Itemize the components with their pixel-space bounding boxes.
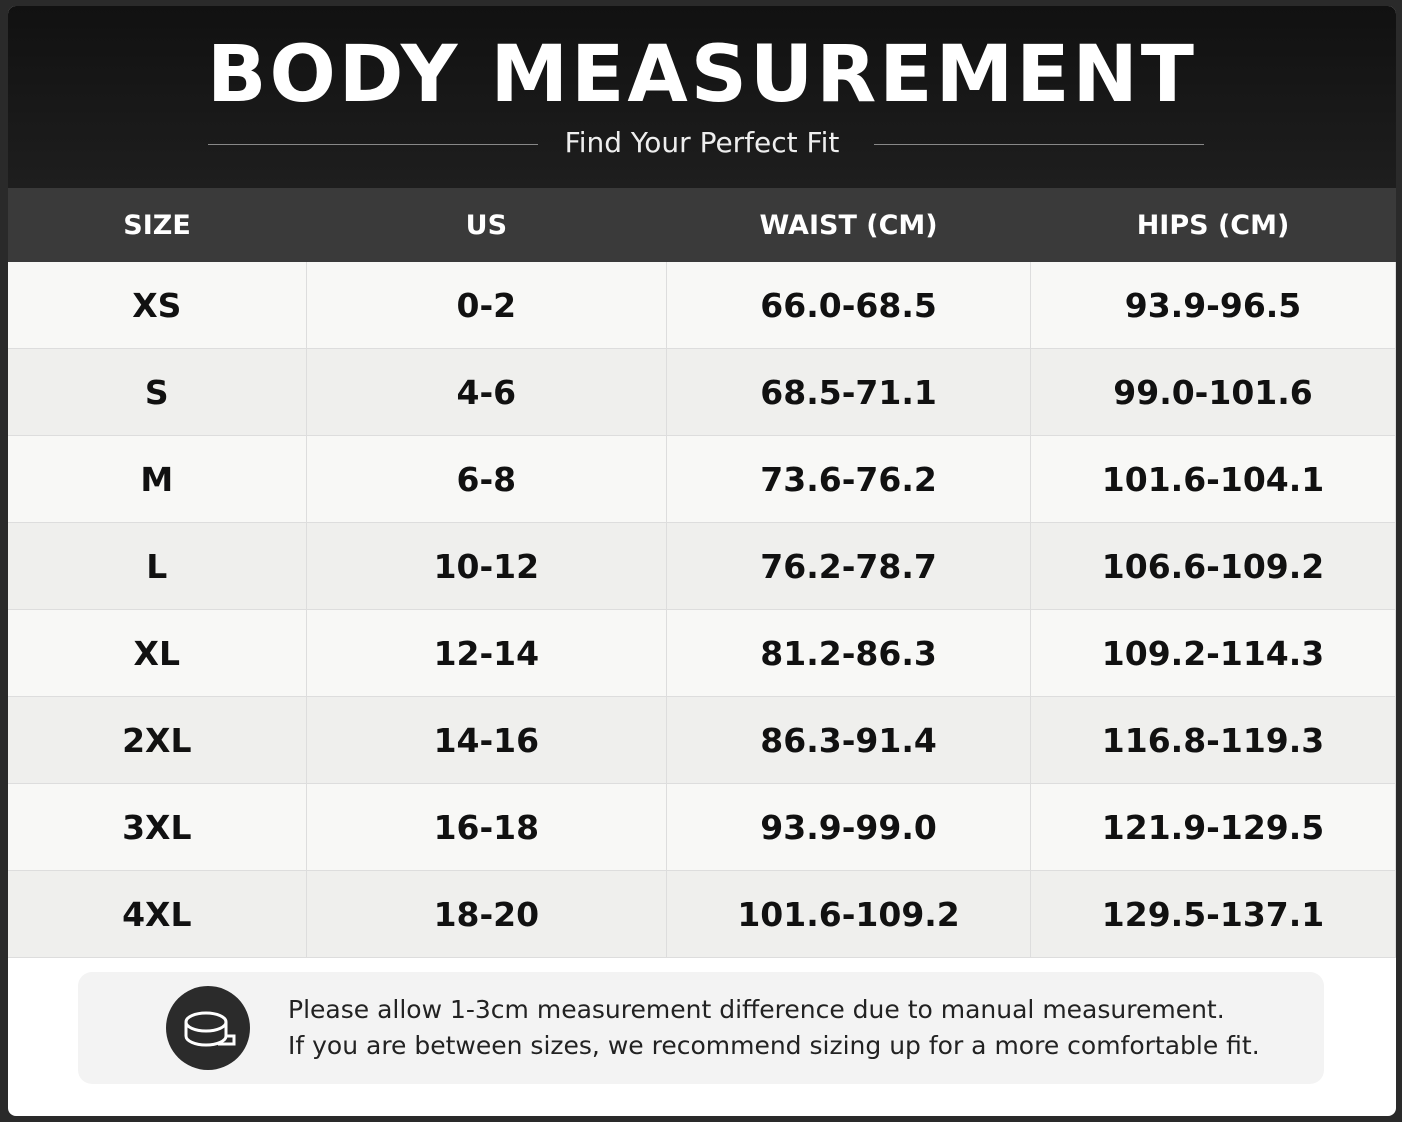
cell: 4XL (8, 870, 307, 958)
cell: 129.5-137.1 (1030, 870, 1396, 958)
cell: 121.9-129.5 (1030, 783, 1396, 871)
rule (208, 144, 538, 145)
cell: 14-16 (306, 696, 668, 784)
cell: 16-18 (306, 783, 668, 871)
row: 3XL 16-18 93.9-99.0 121.9-129.5 (8, 783, 1396, 871)
row: 4XL 18-20 101.6-109.2 129.5-137.1 (8, 870, 1396, 958)
column-header: WAIST (CM) (666, 188, 1031, 262)
cell: 4-6 (306, 348, 668, 436)
cell: XL (8, 609, 307, 697)
cell: L (8, 522, 307, 610)
row: XL 12-14 81.2-86.3 109.2-114.3 (8, 609, 1396, 697)
row: S 4-6 68.5-71.1 99.0-101.6 (8, 348, 1396, 436)
cell: 18-20 (306, 870, 668, 958)
note: Please allow 1-3cm measurement differenc… (78, 972, 1324, 1084)
subtitle: Find Your Perfect Fit (564, 126, 840, 159)
cell: 66.0-68.5 (666, 262, 1032, 349)
cell: 68.5-71.1 (666, 348, 1032, 436)
cell: 2XL (8, 696, 307, 784)
cell: 10-12 (306, 522, 668, 610)
cell: 99.0-101.6 (1030, 348, 1396, 436)
cell: 3XL (8, 783, 307, 871)
rule (874, 144, 1204, 145)
note-line: If you are between sizes, we recommend s… (288, 1031, 1260, 1060)
column-header: US (306, 188, 667, 262)
tape-icon (166, 986, 250, 1070)
cell: 106.6-109.2 (1030, 522, 1396, 610)
cell: 73.6-76.2 (666, 435, 1032, 523)
cell: 93.9-99.0 (666, 783, 1032, 871)
row: M 6-8 73.6-76.2 101.6-104.1 (8, 435, 1396, 523)
cell: 101.6-109.2 (666, 870, 1032, 958)
cell: 109.2-114.3 (1030, 609, 1396, 697)
row: L 10-12 76.2-78.7 106.6-109.2 (8, 522, 1396, 610)
card: BODY MEASUREMENT Find Your Perfect Fit S… (8, 6, 1396, 1116)
column-header: SIZE (8, 188, 307, 262)
cell: 6-8 (306, 435, 668, 523)
cell: 12-14 (306, 609, 668, 697)
cell: 93.9-96.5 (1030, 262, 1396, 349)
cell: 101.6-104.1 (1030, 435, 1396, 523)
row: 2XL 14-16 86.3-91.4 116.8-119.3 (8, 696, 1396, 784)
cell: S (8, 348, 307, 436)
cell: XS (8, 262, 307, 349)
cell: M (8, 435, 307, 523)
header: BODY MEASUREMENT Find Your Perfect Fit (8, 6, 1396, 188)
cell: 76.2-78.7 (666, 522, 1032, 610)
note-line: Please allow 1-3cm measurement differenc… (288, 995, 1225, 1024)
row: XS 0-2 66.0-68.5 93.9-96.5 (8, 262, 1396, 349)
column-header: HIPS (CM) (1030, 188, 1396, 262)
cell: 81.2-86.3 (666, 609, 1032, 697)
title: BODY MEASUREMENT (207, 30, 1197, 120)
cell: 0-2 (306, 262, 668, 349)
size-table: SIZE US WAIST (CM) HIPS (CM) XS 0-2 66.0-68.5 9… (8, 188, 1396, 958)
cell: 86.3-91.4 (666, 696, 1032, 784)
cell: 116.8-119.3 (1030, 696, 1396, 784)
